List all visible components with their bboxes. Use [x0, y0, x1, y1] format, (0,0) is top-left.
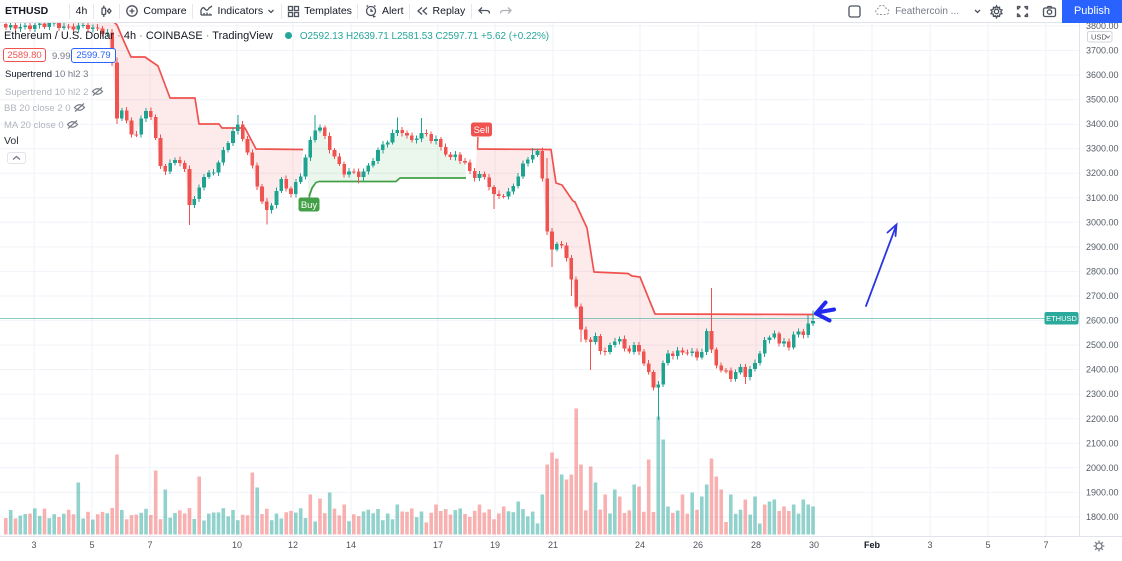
svg-text:2900.00: 2900.00	[1086, 242, 1119, 252]
svg-text:3700.00: 3700.00	[1086, 46, 1119, 56]
svg-text:2700.00: 2700.00	[1086, 291, 1119, 301]
svg-text:19: 19	[490, 540, 500, 550]
svg-text:Feb: Feb	[864, 540, 881, 550]
svg-text:2200.00: 2200.00	[1086, 414, 1119, 424]
svg-text:3600.00: 3600.00	[1086, 70, 1119, 80]
svg-text:3: 3	[927, 540, 932, 550]
svg-text:28: 28	[751, 540, 761, 550]
svg-text:ETHUSD: ETHUSD	[1046, 314, 1077, 323]
svg-text:Buy: Buy	[301, 200, 318, 211]
svg-text:26: 26	[693, 540, 703, 550]
svg-text:Sell: Sell	[474, 125, 490, 136]
svg-text:3300.00: 3300.00	[1086, 144, 1119, 154]
svg-text:1800.00: 1800.00	[1086, 512, 1119, 522]
svg-text:5: 5	[89, 540, 94, 550]
svg-text:30: 30	[809, 540, 819, 550]
svg-text:2100.00: 2100.00	[1086, 438, 1119, 448]
svg-text:17: 17	[433, 540, 443, 550]
svg-text:7: 7	[147, 540, 152, 550]
svg-text:USD: USD	[1091, 33, 1107, 42]
svg-text:3200.00: 3200.00	[1086, 168, 1119, 178]
svg-text:2600.00: 2600.00	[1086, 316, 1119, 326]
svg-text:12: 12	[288, 540, 298, 550]
svg-text:21: 21	[548, 540, 558, 550]
svg-text:3100.00: 3100.00	[1086, 193, 1119, 203]
svg-text:10: 10	[232, 540, 242, 550]
svg-text:2400.00: 2400.00	[1086, 365, 1119, 375]
svg-text:3: 3	[31, 540, 36, 550]
svg-text:14: 14	[346, 540, 356, 550]
svg-text:7: 7	[1043, 540, 1048, 550]
svg-text:2000.00: 2000.00	[1086, 463, 1119, 473]
svg-text:2500.00: 2500.00	[1086, 340, 1119, 350]
svg-text:3400.00: 3400.00	[1086, 119, 1119, 129]
svg-text:3000.00: 3000.00	[1086, 217, 1119, 227]
svg-text:2800.00: 2800.00	[1086, 266, 1119, 276]
svg-text:5: 5	[985, 540, 990, 550]
svg-text:2300.00: 2300.00	[1086, 389, 1119, 399]
svg-text:1900.00: 1900.00	[1086, 487, 1119, 497]
svg-text:24: 24	[635, 540, 645, 550]
svg-text:3500.00: 3500.00	[1086, 95, 1119, 105]
